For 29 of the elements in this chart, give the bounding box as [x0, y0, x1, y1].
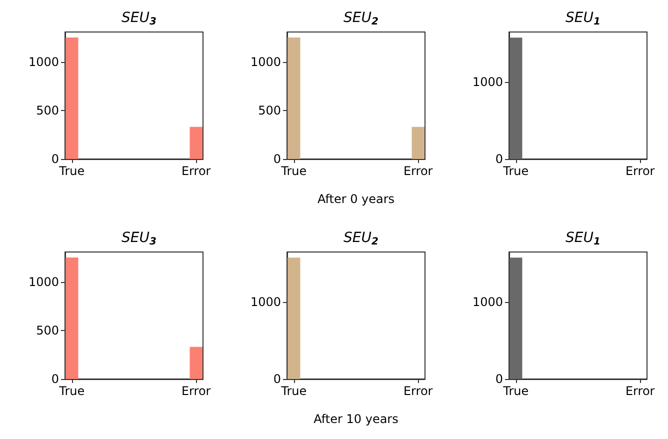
x-tick-label: True	[502, 384, 529, 398]
x-axis-title: After 10 years	[314, 412, 398, 426]
y-tick-label: 1000	[28, 274, 59, 289]
x-axis-title: After 0 years	[317, 192, 395, 206]
y-tick-label: 0	[495, 372, 503, 386]
y-tick-label: 0	[51, 152, 59, 166]
x-tick-label: Error	[181, 164, 211, 178]
x-tick-label: Error	[181, 384, 211, 398]
x-tick-label: True	[502, 164, 529, 178]
x-tick-label: True	[280, 384, 307, 398]
y-tick-label: 0	[51, 372, 59, 386]
y-tick-label: 500	[36, 323, 59, 338]
y-tick-label: 1000	[250, 295, 281, 310]
x-tick-label: Error	[403, 384, 433, 398]
y-tick-label: 1000	[472, 295, 503, 310]
x-tick-label: Error	[625, 384, 655, 398]
y-tick-label: 1000	[250, 54, 281, 69]
y-tick-label: 0	[273, 152, 281, 166]
x-tick-label: Error	[625, 164, 655, 178]
y-tick-label: 1000	[472, 75, 503, 90]
y-tick-label: 500	[36, 103, 59, 118]
y-tick-label: 0	[495, 152, 503, 166]
x-tick-label: True	[280, 164, 307, 178]
y-tick-label: 500	[258, 103, 281, 118]
x-tick-label: True	[58, 164, 85, 178]
y-tick-label: 0	[273, 372, 281, 386]
x-tick-label: True	[58, 384, 85, 398]
y-tick-label: 1000	[28, 54, 59, 69]
x-tick-label: Error	[403, 164, 433, 178]
